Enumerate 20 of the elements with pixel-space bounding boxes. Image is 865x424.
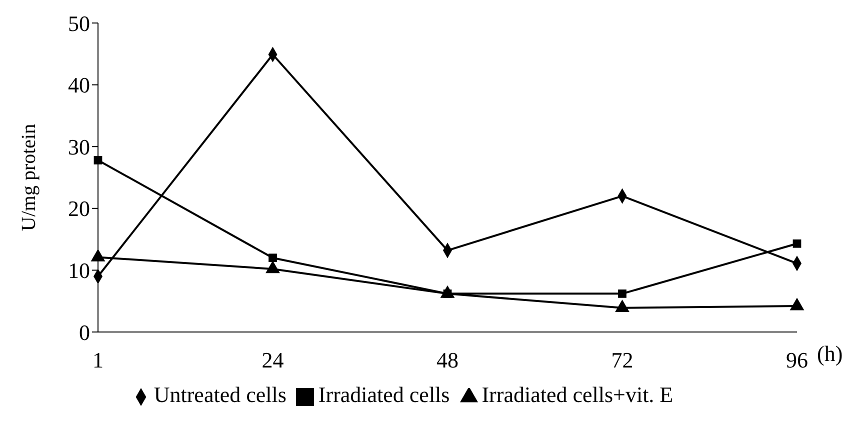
x-axis-title: (h)	[817, 340, 843, 366]
y-tick-label: 10	[68, 258, 90, 284]
x-tick-label: 1	[92, 348, 104, 373]
x-tick-label: 48	[436, 348, 458, 373]
y-axis-title: U/mg protein	[18, 124, 40, 232]
y-tick-label: 0	[79, 320, 90, 345]
point	[94, 156, 102, 164]
y-tick-label: 20	[68, 196, 90, 222]
legend-label: Untreated cells	[154, 382, 286, 407]
y-tick-label: 30	[68, 134, 90, 160]
x-tick-label: 72	[611, 348, 634, 373]
y-tick-label: 40	[68, 72, 90, 98]
point	[792, 239, 802, 248]
x-tick-label: 24	[262, 348, 284, 373]
point	[268, 254, 277, 262]
y-tick-label: 50	[68, 10, 90, 36]
legend-label: Irradiated cells	[318, 382, 450, 407]
x-tick-label: 96	[786, 348, 808, 373]
point	[618, 290, 626, 298]
legend-label: Irradiated cells+vit. E	[482, 382, 674, 407]
